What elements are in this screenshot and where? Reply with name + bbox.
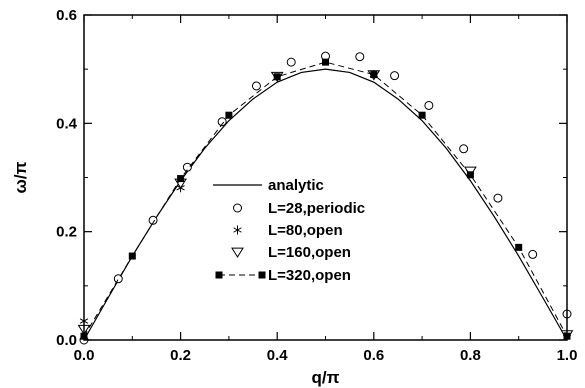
y-tick-label: 0.0	[56, 332, 77, 349]
x-tick-label: 0.4	[267, 347, 289, 364]
series-1	[79, 51, 572, 345]
data-point	[418, 111, 426, 119]
data-point	[251, 81, 261, 91]
ticks-layer: 0.0 0.2 0.4 0.6 0.8 1.0 0.0 0.2 0.4 0.6	[56, 7, 577, 364]
legend-label: analytic	[268, 177, 324, 194]
series-dashed-line	[83, 61, 568, 337]
legend-marker	[231, 247, 244, 258]
data-point	[148, 215, 158, 225]
data-point	[322, 58, 329, 66]
x-tick-label: 1.0	[557, 347, 578, 364]
data-point	[113, 274, 123, 284]
y-tick-label: 0.2	[56, 224, 77, 241]
data-point	[424, 100, 434, 110]
legend-label: L=320,open	[268, 267, 351, 284]
x-tick-label: 0.2	[170, 347, 191, 364]
series-layer	[77, 51, 574, 345]
y-axis-title: ω/π	[11, 161, 30, 193]
y-tick-label: 0.4	[56, 115, 78, 132]
data-point	[225, 111, 233, 119]
data-point	[466, 171, 474, 179]
data-point	[515, 243, 523, 251]
data-point	[286, 57, 296, 67]
data-point	[128, 252, 136, 260]
data-point	[459, 144, 469, 154]
legend-marker	[233, 203, 242, 213]
plot-frame	[83, 14, 568, 341]
legend-marker	[258, 271, 266, 279]
data-point	[370, 71, 378, 79]
data-point	[355, 52, 365, 62]
legend-marker	[215, 271, 223, 279]
x-axis-title: q/π	[311, 368, 339, 387]
legend: analytic L=28,periodic L=80,open L=160,open…	[213, 177, 365, 284]
data-point	[273, 73, 281, 81]
data-point	[182, 162, 192, 172]
legend-marker	[233, 225, 242, 235]
data-point	[493, 193, 503, 203]
x-tick-label: 0.6	[363, 347, 384, 364]
y-tick-label: 0.6	[56, 7, 77, 24]
legend-label: L=160,open	[268, 244, 351, 261]
data-point	[217, 117, 227, 127]
legend-label: L=28,periodic	[268, 200, 365, 217]
x-tick-label: 0.0	[74, 347, 95, 364]
data-point	[177, 175, 185, 183]
data-point	[528, 249, 538, 259]
legend-label: L=80,open	[268, 222, 343, 239]
data-point	[390, 71, 400, 81]
x-tick-label: 0.8	[460, 347, 481, 364]
